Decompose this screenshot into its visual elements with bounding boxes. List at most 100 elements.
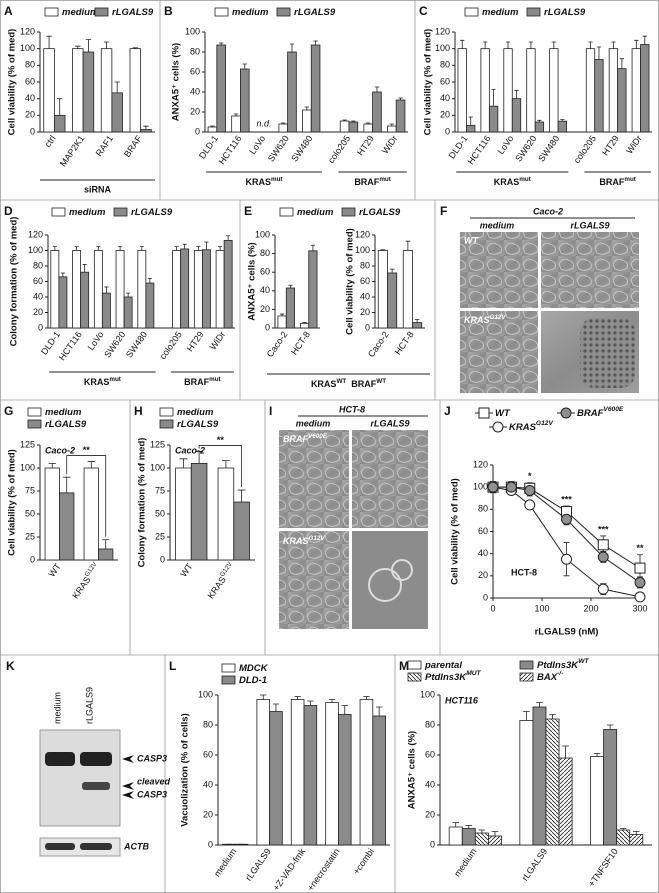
micrograph: [352, 531, 428, 629]
bar: [193, 250, 203, 329]
error-bar: [221, 460, 230, 468]
error-bar: [48, 463, 56, 468]
error-bar: [210, 125, 215, 127]
y-tick-label: 0: [195, 126, 200, 136]
column-label: rLGALS9: [84, 687, 94, 724]
bar: [402, 250, 413, 329]
error-bar: [633, 831, 640, 835]
label-text: colo205: [158, 330, 184, 362]
label-text: rLGALS9: [544, 7, 586, 18]
bar: [532, 706, 547, 846]
marker: [597, 539, 609, 551]
band-label: cleaved: [137, 776, 171, 786]
legend-label: medium: [177, 407, 214, 418]
error-bar: [46, 35, 52, 49]
x-tick-label: +Z-VAD-fmk: [271, 846, 308, 892]
label-text: +combi: [351, 847, 376, 877]
micrograph: [460, 232, 538, 308]
panel-letter: I: [269, 404, 272, 418]
legend-swatch: [44, 7, 59, 17]
y-tick-label: 75: [25, 485, 35, 495]
bar: [534, 121, 545, 133]
error-bar: [562, 745, 569, 758]
legend-label: rLGALS9: [45, 419, 87, 430]
y-axis-label: ANXA5⁺ cells (%): [247, 242, 258, 320]
bar: [123, 296, 133, 329]
label-text: LoVo: [248, 134, 268, 157]
y-tick-label: 0: [445, 126, 450, 136]
legend-label: medium: [69, 207, 106, 218]
micrograph: [541, 232, 639, 308]
y-tick-label: 80: [25, 60, 35, 70]
bar: [82, 51, 95, 133]
band-label: CASP3: [137, 753, 167, 763]
superscript: MUT: [466, 670, 481, 677]
x-tick-label: ctrl: [43, 134, 58, 150]
x-tick-label: colo205: [158, 330, 184, 362]
x-tick-label: colo205: [326, 134, 352, 166]
error-bar: [195, 451, 204, 464]
x-tick-label: WT: [179, 561, 196, 579]
x-tick-label: +necrostatin: [306, 847, 342, 893]
y-tick-label: 20: [190, 106, 200, 116]
bar: [201, 249, 211, 329]
error-bar: [619, 828, 627, 830]
legend-swatch: [221, 663, 236, 673]
label-text: BRAF: [354, 177, 379, 187]
label-text: medium: [232, 7, 269, 18]
bar: [256, 699, 271, 846]
y-tick-label: 20: [25, 110, 35, 120]
error-bar: [593, 753, 601, 757]
marker: [524, 484, 536, 496]
band-label: CASP3: [137, 789, 167, 799]
x-tick-label: LoVo: [86, 330, 106, 353]
label-text: SW620: [103, 330, 128, 360]
bar: [300, 322, 310, 329]
bar: [93, 250, 103, 329]
x-tick-label: Caco-2: [366, 330, 391, 360]
y-tick-label: 60: [478, 526, 488, 536]
bar: [631, 48, 641, 133]
panel-letter: G: [4, 404, 13, 418]
x-tick-label: WiDr: [624, 134, 644, 156]
label-text: WiDr: [380, 134, 400, 156]
label-text: Caco-2: [366, 330, 391, 360]
micrograph: [352, 430, 428, 528]
label-text: SW480: [290, 134, 315, 164]
row-label: KRASG12V: [283, 535, 325, 546]
footer-label: KRASWT BRAFWT: [311, 378, 386, 389]
annotation: n.d.: [257, 118, 272, 128]
error-bar: [82, 264, 87, 273]
y-tick-label: 120: [28, 229, 43, 239]
marker: [561, 513, 572, 525]
x-tick-label: SW620: [266, 134, 291, 164]
label-text: MDCK: [239, 663, 269, 674]
bar: [59, 492, 75, 561]
error-bar: [389, 123, 395, 126]
bar: [325, 702, 339, 846]
error-bar: [132, 47, 138, 49]
y-tick-label: 100: [150, 462, 165, 472]
bar: [594, 59, 604, 133]
group-label: BRAFmut: [599, 176, 636, 187]
error-bar: [611, 41, 616, 49]
error-bar: [52, 246, 57, 251]
error-bar: [182, 243, 187, 249]
error-bar: [523, 711, 530, 721]
bar: [50, 250, 60, 329]
x-tick-label: rLGALS9: [244, 847, 273, 883]
label-text: colo205: [326, 134, 352, 166]
bar: [616, 829, 631, 846]
error-bar: [389, 268, 395, 273]
micrograph: [279, 531, 349, 629]
label-text: HT29: [355, 134, 376, 158]
label-text: medium: [62, 7, 99, 18]
x-tick-label: HT29: [185, 330, 206, 354]
y-axis-label: Cell viability (% of med): [7, 29, 18, 136]
x-tick-label: LoVo: [248, 134, 268, 157]
legend-swatch: [407, 660, 422, 670]
error-bar: [414, 319, 420, 323]
error-bar: [374, 86, 380, 92]
bar: [231, 115, 241, 133]
x-tick-label: HCT116: [217, 134, 244, 167]
